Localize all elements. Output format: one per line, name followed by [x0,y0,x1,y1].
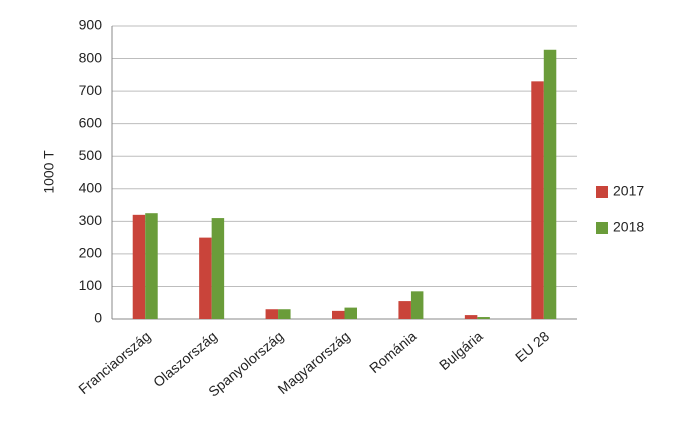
y-tick-label: 300 [79,212,103,228]
y-tick-label: 700 [79,82,103,98]
legend-label: 2017 [613,183,644,199]
x-tick-label: Olaszország [150,328,220,390]
legend-label: 2018 [613,219,644,235]
bar [278,309,291,319]
bar [199,237,212,319]
y-tick-label: 100 [79,277,103,293]
y-tick-label: 800 [79,49,103,65]
bar [265,309,279,319]
y-tick-label: 200 [79,245,103,261]
bar [332,310,345,319]
y-tick-label: 900 [79,17,103,33]
bar [531,81,544,319]
legend-swatch [596,186,608,198]
bar [410,291,424,319]
y-tick-label: 500 [79,147,103,163]
bar [477,317,490,319]
x-tick-label: Franciaország [75,328,153,397]
y-tick-label: 600 [79,114,103,130]
bar [543,49,557,319]
legend-swatch [596,222,608,234]
y-tick-label: 400 [79,179,103,195]
x-tick-label: Magyarország [275,328,353,397]
bar [145,213,158,319]
bar [344,307,357,319]
y-tick-label: 0 [94,310,102,326]
bar [132,214,146,319]
bar [211,218,225,319]
bar [398,301,411,319]
bar [464,315,478,319]
x-tick-label: Románia [366,328,419,376]
y-axis-label: 1000 T [41,150,57,194]
x-tick-label: Bulgária [436,328,486,373]
x-tick-label: EU 28 [512,328,552,365]
